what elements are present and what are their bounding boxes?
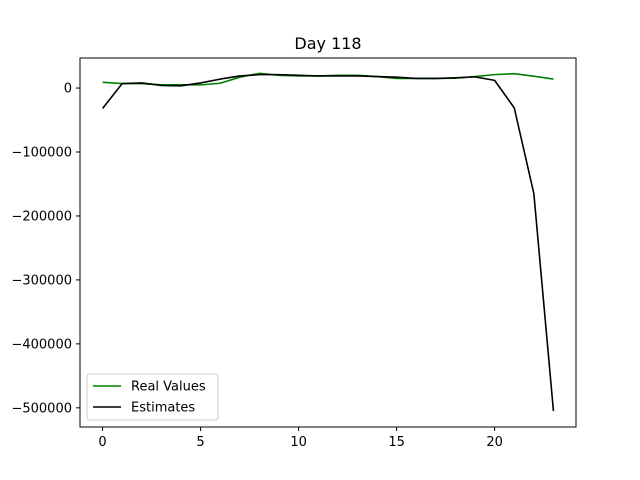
y-tick-label: −400000 — [11, 337, 72, 352]
y-tick-label: 0 — [64, 82, 72, 97]
x-tick-label: 5 — [196, 435, 204, 450]
legend-label-0: Real Values — [131, 380, 206, 395]
y-tick-label: −500000 — [11, 401, 72, 416]
x-tick-label: 20 — [486, 435, 503, 450]
x-tick-label: 0 — [98, 435, 106, 450]
x-tick-label: 15 — [388, 435, 405, 450]
series-layer — [101, 72, 555, 412]
plot-area-frame — [79, 57, 577, 428]
y-tick-label: −300000 — [11, 273, 72, 288]
legend: Real Values Estimates — [86, 373, 219, 421]
x-axis: 0 5 10 15 20 — [98, 427, 503, 450]
legend-label-1: Estimates — [131, 401, 195, 416]
y-tick-label: −100000 — [11, 146, 72, 161]
series-line-1 — [101, 73, 555, 412]
chart-title: Day 118 — [294, 34, 361, 53]
y-axis: 0 −100000 −200000 −300000 −400000 −500000 — [11, 82, 80, 416]
x-tick-label: 10 — [290, 435, 307, 450]
y-tick-label: −200000 — [11, 209, 72, 224]
